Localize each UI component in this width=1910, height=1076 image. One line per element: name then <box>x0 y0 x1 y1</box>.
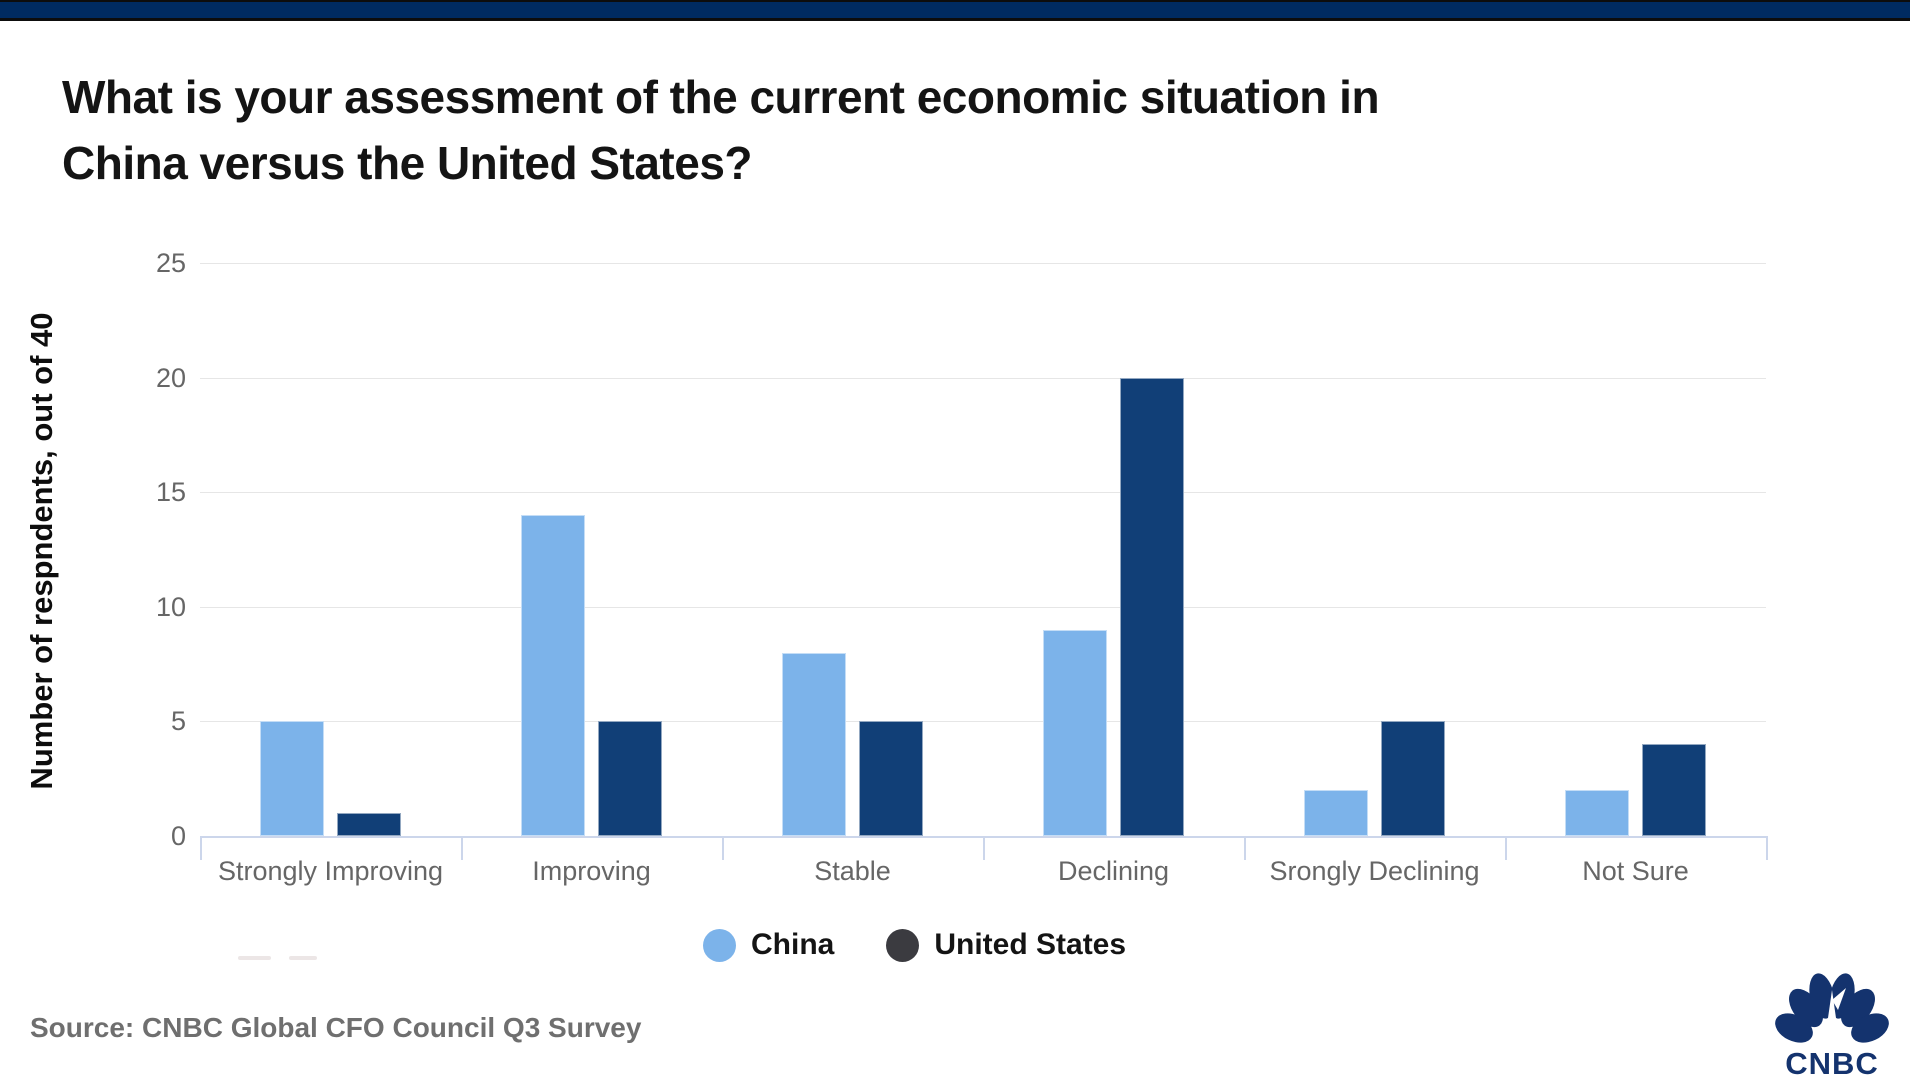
x-category-label-srongly-declining: Srongly Declining <box>1269 856 1480 886</box>
cnbc-peacock-icon <box>1775 973 1889 1046</box>
page-title: What is your assessment of the current e… <box>62 64 1822 196</box>
y-tick-label-5: 5 <box>170 706 186 737</box>
legend-label: China <box>751 928 835 961</box>
page-title-line-2: China versus the United States? <box>62 137 753 189</box>
gridline-y-5 <box>200 721 1766 723</box>
bar-united-states-srongly-declining <box>1381 721 1445 836</box>
y-axis-title: Number of respndents, out of 40 <box>24 312 59 790</box>
top-navy-bar <box>0 0 1910 21</box>
gridline-y-25 <box>200 263 1766 264</box>
x-axis-tick-4 <box>1244 838 1246 860</box>
x-axis-tick-1 <box>461 838 463 860</box>
x-category-label-stable: Stable <box>814 856 891 886</box>
x-category-label-declining: Declining <box>1057 856 1170 886</box>
legend-item-united-states: United States <box>886 928 1126 962</box>
cnbc-logo-text: CNBC <box>1785 1046 1879 1076</box>
artifact-smudge-left <box>238 956 271 960</box>
bar-united-states-strongly-improving <box>337 813 401 836</box>
cnbc-logo: CNBC <box>1775 973 1889 1076</box>
plot-area <box>200 263 1766 836</box>
bar-china-srongly-declining <box>1304 790 1368 836</box>
x-axis-tick-3 <box>983 838 985 860</box>
bar-china-not-sure <box>1565 790 1629 836</box>
y-tick-label-25: 25 <box>155 248 186 278</box>
x-category-label-not-sure: Not Sure <box>1582 856 1689 886</box>
x-axis-tick-0 <box>200 838 202 860</box>
x-axis-tick-5 <box>1505 838 1507 860</box>
y-tick-label-0: 0 <box>170 821 186 851</box>
gridline-y-15 <box>200 492 1766 494</box>
x-category-label-strongly-improving: Strongly Improving <box>217 856 444 886</box>
bar-united-states-stable <box>859 721 923 836</box>
bar-united-states-declining <box>1120 377 1184 836</box>
legend-marker-icon <box>886 928 920 962</box>
x-axis-tick-2 <box>722 838 724 860</box>
bar-china-improving <box>521 515 585 836</box>
bar-china-declining <box>1043 629 1107 836</box>
legend-marker-icon <box>703 928 736 962</box>
bar-united-states-not-sure <box>1642 744 1706 836</box>
gridline-y-10 <box>200 606 1766 608</box>
legend-item-china: China <box>703 928 834 962</box>
page-title-line-1: What is your assessment of the current e… <box>62 71 1380 123</box>
bar-united-states-improving <box>598 721 662 836</box>
y-tick-label-10: 10 <box>155 591 186 622</box>
artifact-smudge-right <box>289 956 317 960</box>
bar-china-strongly-improving <box>260 721 324 836</box>
chart-legend: China United States <box>703 928 1126 962</box>
bar-china-stable <box>782 652 846 836</box>
legend-label: United States <box>934 928 1127 961</box>
y-tick-label-20: 20 <box>155 362 186 393</box>
x-category-label-improving: Improving <box>532 856 651 886</box>
source-attribution: Source: CNBC Global CFO Council Q3 Surve… <box>30 1012 642 1043</box>
y-tick-label-15: 15 <box>155 477 186 508</box>
x-axis-tick-6 <box>1766 838 1768 860</box>
gridline-y-20 <box>200 377 1766 379</box>
x-axis-line <box>200 836 1768 838</box>
